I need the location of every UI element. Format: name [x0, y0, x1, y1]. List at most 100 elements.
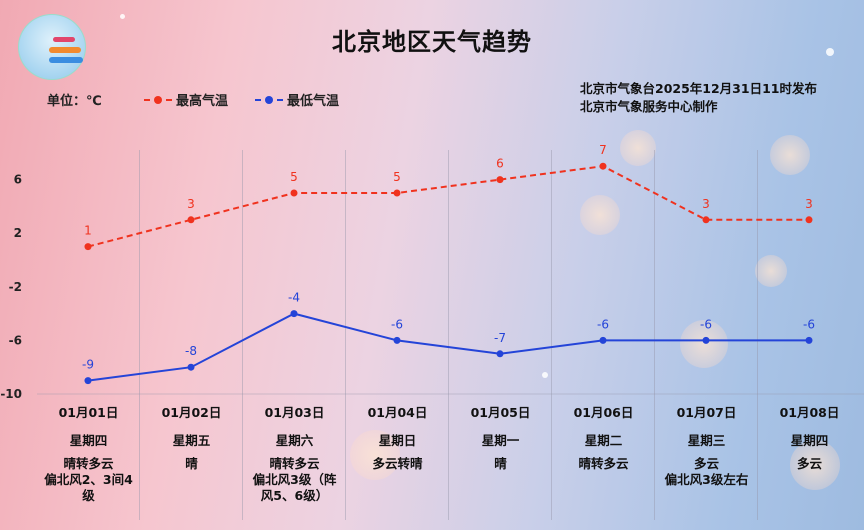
legend-high-marker: [144, 95, 172, 105]
legend-high: 最高气温: [144, 90, 228, 109]
weather-line: 偏北风3级左右: [664, 472, 749, 487]
data-label: 7: [599, 143, 607, 157]
day-weather: 晴: [140, 456, 243, 472]
data-point: [496, 176, 504, 184]
data-label: -6: [597, 317, 609, 331]
weather-line: 晴: [185, 456, 198, 471]
data-label: -4: [288, 291, 300, 305]
weather-line: 晴转多云: [269, 456, 320, 471]
data-label: -9: [82, 358, 94, 372]
day-date: 01月04日: [367, 405, 428, 420]
snow-dot: [826, 48, 834, 56]
y-tick-label: -2: [9, 280, 22, 294]
day-weather: 晴转多云: [552, 456, 655, 472]
bokeh-light: [620, 130, 656, 166]
weather-line: 偏北风3级（阵: [252, 472, 337, 487]
data-label: 6: [496, 157, 504, 171]
day-date: 01月02日: [161, 405, 222, 420]
data-label: -6: [700, 317, 712, 331]
data-label: 3: [187, 197, 195, 211]
issue-time: 北京市气象台2025年12月31日11时发布: [580, 81, 817, 96]
day-date: 01月06日: [573, 405, 634, 420]
day-weather: 晴: [449, 456, 552, 472]
day-date: 01月07日: [676, 405, 737, 420]
day-date: 01月05日: [470, 405, 531, 420]
meteorological-service-logo: [18, 14, 86, 80]
bokeh-light: [350, 430, 400, 480]
day-weekday: 星期二: [584, 433, 623, 448]
weather-line: 晴转多云: [578, 456, 629, 471]
day-weather: 多云: [758, 456, 861, 472]
weather-line: 偏北风2、3间4: [44, 472, 133, 487]
day-weather: 晴转多云 偏北风2、3间4 级: [37, 456, 140, 504]
series-line-high: [87, 165, 809, 248]
weather-line: 多云: [693, 456, 719, 471]
data-label: -8: [185, 344, 197, 358]
day-weekday: 星期四: [69, 433, 108, 448]
y-tick-label: -10: [0, 387, 22, 401]
y-tick-label: 2: [14, 226, 22, 240]
bokeh-light: [755, 255, 787, 287]
day-date: 01月03日: [264, 405, 325, 420]
data-point: [290, 189, 298, 197]
bokeh-light: [580, 195, 620, 235]
weather-line: 晴转多云: [63, 456, 114, 471]
data-point: [187, 363, 195, 371]
weather-line: 风5、6级）: [260, 488, 329, 503]
snow-dot: [120, 14, 125, 19]
day-column: 01月08日 星期四多云: [758, 400, 861, 472]
data-label: -6: [391, 317, 403, 331]
unit-label: 单位：℃: [47, 94, 102, 109]
data-label: -7: [494, 331, 506, 345]
issuer-info: 北京市气象台2025年12月31日11时发布 北京市气象服务中心制作: [580, 80, 817, 116]
day-column: 01月06日 星期二晴转多云: [552, 400, 655, 472]
day-weekday: 星期六: [275, 433, 314, 448]
data-point: [805, 336, 813, 344]
weather-line: 级: [82, 488, 95, 503]
data-label: 3: [805, 197, 813, 211]
snow-dot: [542, 372, 548, 378]
day-column: 01月07日 星期三多云 偏北风3级左右: [655, 400, 758, 488]
legend-low-label: 最低气温: [287, 94, 340, 109]
day-weekday: 星期一: [481, 433, 520, 448]
day-column: 01月03日 星期六晴转多云 偏北风3级（阵 风5、6级）: [243, 400, 346, 504]
y-tick-label: -6: [9, 333, 22, 347]
data-label: 5: [290, 170, 298, 184]
day-date: 01月01日: [58, 405, 119, 420]
data-point: [599, 162, 607, 170]
legend-low-marker: [255, 95, 283, 105]
day-weekday: 星期三: [687, 433, 726, 448]
data-point: [393, 189, 401, 197]
bokeh-light: [790, 440, 840, 490]
weather-line: 多云转晴: [372, 456, 423, 471]
page-title: 北京地区天气趋势: [332, 28, 532, 56]
day-column: 01月04日 星期日 多云转晴: [346, 400, 449, 472]
data-label: 1: [84, 224, 92, 238]
data-point: [599, 336, 607, 344]
day-date: 01月08日: [779, 405, 840, 420]
data-label: 3: [702, 197, 710, 211]
data-point: [84, 243, 92, 251]
day-weather: 晴转多云 偏北风3级（阵 风5、6级）: [243, 456, 346, 504]
data-point: [84, 377, 92, 385]
producer: 北京市气象服务中心制作: [580, 99, 718, 114]
weather-line: 晴: [494, 456, 507, 471]
data-label: -6: [803, 317, 815, 331]
data-point: [805, 216, 813, 224]
data-point: [702, 336, 710, 344]
legend-high-label: 最高气温: [176, 94, 229, 109]
day-column: 01月05日 星期一晴: [449, 400, 552, 472]
data-point: [393, 336, 401, 344]
data-point: [187, 216, 195, 224]
day-weather: 多云转晴: [346, 456, 449, 472]
data-label: 5: [393, 170, 401, 184]
y-tick-label: 6: [14, 173, 22, 187]
data-point: [702, 216, 710, 224]
day-weekday: 星期五: [172, 433, 211, 448]
day-weekday: 星期四: [790, 433, 829, 448]
series-line-low: [87, 312, 809, 382]
data-point: [290, 310, 298, 318]
weather-line: 多云: [796, 456, 822, 471]
